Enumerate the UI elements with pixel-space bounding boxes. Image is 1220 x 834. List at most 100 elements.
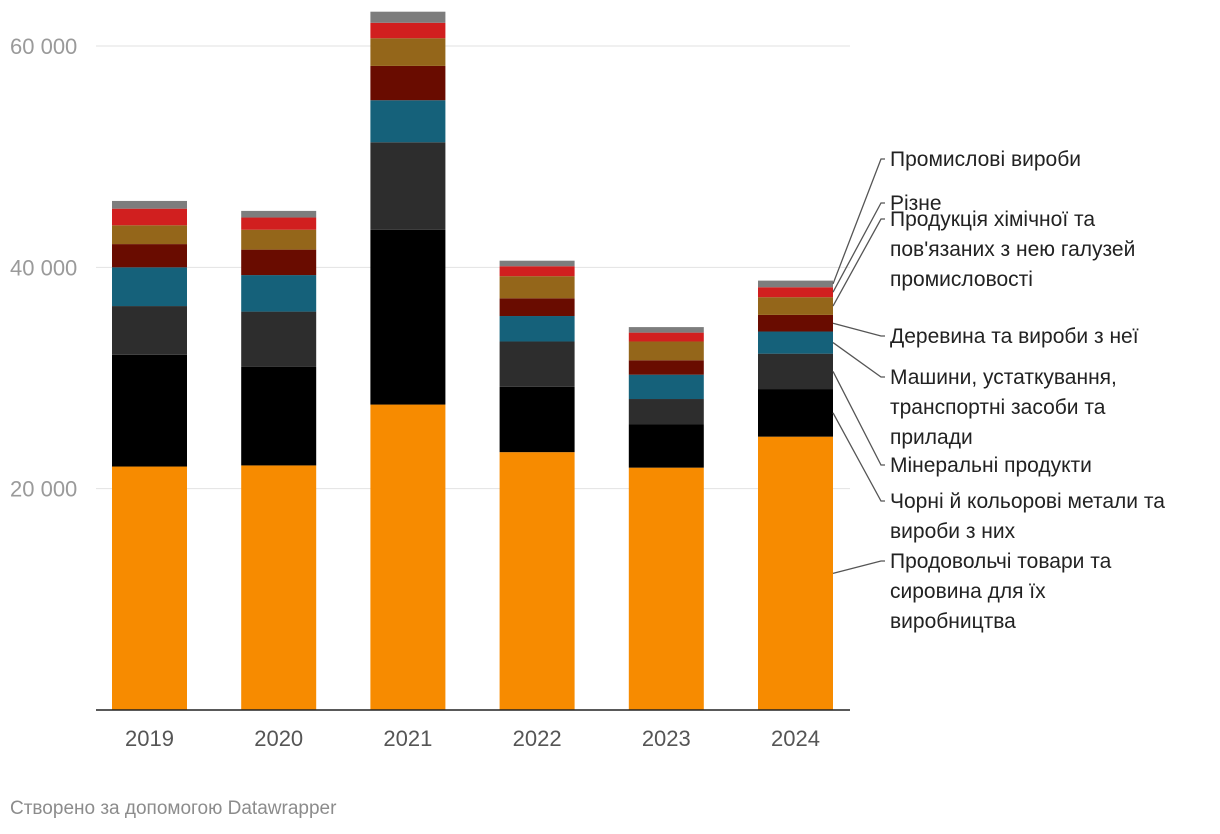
bar-segment [241,210,317,218]
bar-segment [241,366,317,466]
bar-segment [628,332,704,342]
legend-label: Деревина та вироби з неї [890,325,1139,348]
bar-segment [499,266,575,277]
bar-segment [370,11,446,23]
bar-segment [499,341,575,387]
bar-segment [112,466,187,710]
bar-segment [112,306,187,355]
bar-segment [758,353,833,390]
bar-segment [758,331,833,354]
legend-label-line: вироби з них [890,520,1016,543]
leader-line [832,342,885,378]
bar-segment [758,389,833,437]
bar-stacks [112,11,833,710]
legend-label-line: Різне [890,192,942,215]
legend-label: Мінеральні продукти [890,454,1092,477]
bar-segment [112,244,187,268]
bar-segment [758,436,833,710]
legend-label: Різне [890,192,942,215]
legend-label-line: промисловості [890,268,1033,291]
x-tick-label: 2023 [642,726,691,751]
legend-label: Машини, устаткування, транспортні засоби … [890,366,1117,449]
bar-segment [628,374,704,400]
bar-stack-2023 [628,327,704,710]
bar-segment [370,65,446,101]
bar-segment [370,22,446,39]
legend-label-line: прилади [890,426,973,449]
leader-line [832,412,885,502]
legend-label-line: Чорні й кольорові метали та [890,490,1165,513]
direct-legend-labels: Продовольчі товари та сировина для їх виро… [890,148,1165,633]
bar-segment [241,229,317,250]
bar-segment [758,287,833,298]
bar-segment [370,229,446,405]
leader-line [832,202,885,293]
bar-stack-2021 [370,11,446,710]
grid-lines [96,45,850,490]
x-tick-label: 2020 [254,726,303,751]
y-tick-label: 20 000 [10,477,77,502]
bar-segment [112,354,187,467]
legend-label: Продовольчі товари та сировина для їх виро… [890,550,1112,633]
bar-segment [241,249,317,276]
bar-segment [758,280,833,288]
bar-segment [499,260,575,267]
leader-line [832,322,885,337]
x-axis-ticks: 2019 2020 2021 2022 2023 2024 [125,726,820,751]
bar-segment [112,267,187,307]
bar-segment [241,311,317,367]
bar-segment [112,208,187,226]
legend-label: Чорні й кольорові метали та вироби з них [890,490,1165,543]
legend-label: Промислові вироби [890,148,1081,171]
bar-segment [628,467,704,710]
legend-label-line: Продовольчі товари та [890,550,1112,573]
legend-label-line: транспортні засоби та [890,396,1106,419]
bar-segment [758,314,833,332]
leader-line [832,560,885,574]
y-tick-label: 60 000 [10,34,77,59]
bar-segment [499,386,575,453]
bar-segment [499,298,575,317]
legend-label-line: Деревина та вироби з неї [890,325,1139,348]
y-tick-label: 40 000 [10,255,77,280]
legend-label-line: пов'язаних з нею галузей [890,238,1135,261]
bar-segment [628,327,704,333]
x-tick-label: 2024 [771,726,820,751]
x-tick-label: 2019 [125,726,174,751]
bar-segment [370,38,446,66]
bar-segment [370,100,446,143]
bar-segment [758,297,833,315]
legend-label-line: Промислові вироби [890,148,1081,171]
bar-segment [628,424,704,468]
legend-label-line: Мінеральні продукти [890,454,1092,477]
bar-segment [499,276,575,299]
bar-segment [241,275,317,312]
bar-stack-2019 [112,200,187,710]
bar-segment [370,404,446,710]
leader-line [832,371,885,466]
bar-segment [241,217,317,230]
bar-segment [370,142,446,230]
bar-segment [628,360,704,375]
legend-label-line: Продукція хімічної та [890,208,1095,231]
bar-segment [499,452,575,710]
legend-label-line: сировина для їх [890,580,1046,603]
bar-segment [628,341,704,361]
bar-stack-2022 [499,260,575,710]
y-axis-ticks: 20 000 40 000 60 000 [10,34,77,502]
bar-stack-2020 [241,210,317,710]
bar-segment [499,316,575,342]
legend-label-line: Машини, устаткування, [890,366,1117,389]
legend-label-line: виробництва [890,610,1016,633]
bar-segment [112,200,187,209]
x-tick-label: 2021 [383,726,432,751]
bar-segment [241,465,317,710]
bar-segment [112,225,187,245]
bar-stack-2024 [758,280,833,710]
legend-leader-lines [832,158,885,574]
leader-line [832,218,885,307]
legend-label: Продукція хімічної та пов'язаних з нею га… [890,208,1135,291]
footer-credit: Створено за допомогою Datawrapper [10,798,337,819]
bar-segment [628,399,704,425]
